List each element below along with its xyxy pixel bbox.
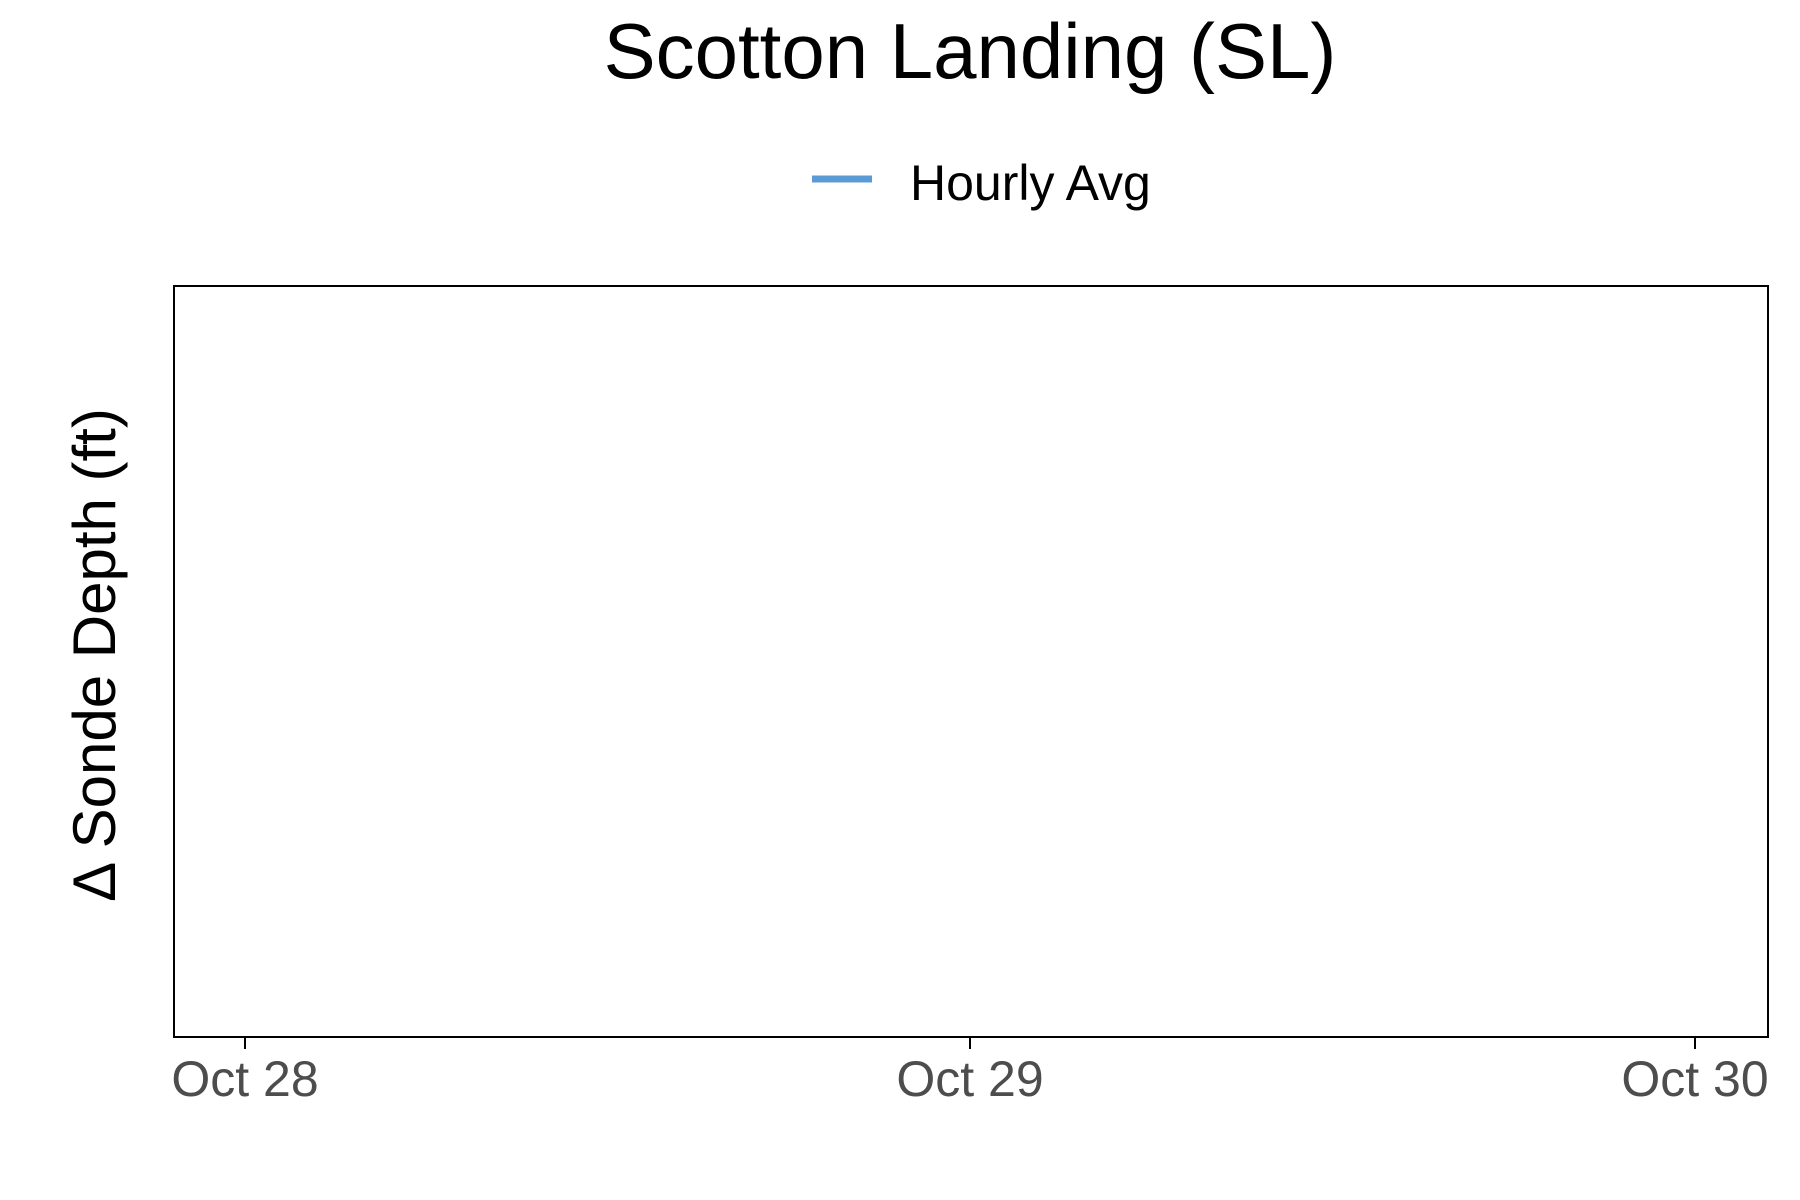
legend-label-hourly-avg: Hourly Avg (910, 155, 1151, 211)
legend: Hourly Avg (812, 155, 1151, 211)
x-axis: Oct 28 Oct 29 Oct 30 (171, 1037, 1769, 1107)
y-axis-label: Δ Sonde Depth (ft) (61, 408, 128, 902)
chart-title: Scotton Landing (SL) (604, 7, 1337, 95)
x-tick-label: Oct 28 (171, 1051, 318, 1107)
x-tick-label: Oct 29 (896, 1051, 1043, 1107)
plot-panel (173, 285, 1769, 1038)
x-tick-label: Oct 30 (1621, 1051, 1768, 1107)
